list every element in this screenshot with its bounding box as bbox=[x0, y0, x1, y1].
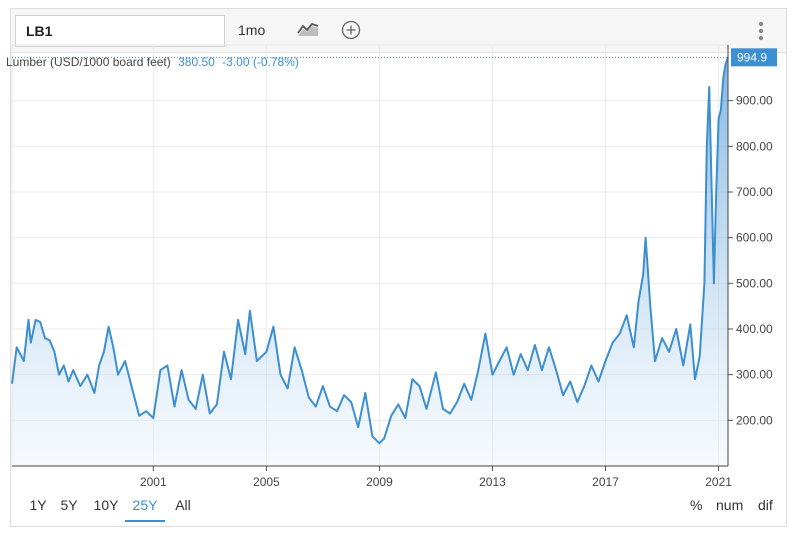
chart-axes bbox=[12, 45, 733, 471]
range-25y-button[interactable]: 25Y bbox=[125, 492, 165, 522]
vertical-dots-icon[interactable] bbox=[755, 20, 767, 42]
last-price-value: 994.9 bbox=[737, 50, 767, 64]
y-tick-label: 400.00 bbox=[736, 322, 773, 336]
x-axis-labels: 2001 2005 2009 2013 2017 2021 bbox=[140, 475, 732, 489]
y-axis-labels: 200.00 300.00 400.00 500.00 600.00 700.00 800.… bbox=[736, 94, 773, 428]
y-tick-label: 300.00 bbox=[736, 368, 773, 382]
x-tick-label: 2001 bbox=[140, 475, 167, 489]
y-tick-label: 700.00 bbox=[736, 185, 773, 199]
chart-toolbar: 1mo bbox=[11, 9, 786, 53]
y-tick-label: 900.00 bbox=[736, 94, 773, 108]
mode-dif-button[interactable]: dif bbox=[758, 497, 773, 513]
x-tick-label: 2013 bbox=[479, 475, 506, 489]
range-10y-button[interactable]: 10Y bbox=[93, 497, 119, 513]
x-tick-label: 2021 bbox=[705, 475, 732, 489]
y-tick-label: 800.00 bbox=[736, 139, 773, 153]
x-tick-label: 2009 bbox=[366, 475, 393, 489]
price-area bbox=[12, 57, 728, 467]
y-tick-label: 600.00 bbox=[736, 231, 773, 245]
mode-num-button[interactable]: num bbox=[716, 497, 744, 513]
price-line bbox=[11, 56, 729, 445]
instrument-name: Lumber (USD/1000 board feet) bbox=[6, 55, 171, 69]
quote-price: 380.50 bbox=[178, 55, 215, 69]
x-tick-label: 2017 bbox=[592, 475, 619, 489]
range-5y-button[interactable]: 5Y bbox=[60, 497, 78, 513]
quote-header: Lumber (USD/1000 board feet) 380.50 -3.0… bbox=[6, 55, 299, 69]
mode-percent-button[interactable]: % bbox=[690, 497, 703, 513]
x-tick-label: 2005 bbox=[253, 475, 280, 489]
y-tick-label: 500.00 bbox=[736, 276, 773, 290]
add-circle-icon[interactable] bbox=[341, 20, 361, 40]
symbol-search-box[interactable] bbox=[15, 15, 225, 47]
symbol-input[interactable] bbox=[16, 16, 224, 46]
interval-selector[interactable]: 1mo bbox=[238, 22, 266, 38]
last-price-badge-bg bbox=[731, 48, 777, 67]
range-1y-button[interactable]: 1Y bbox=[29, 497, 47, 513]
y-tick-label: 200.00 bbox=[736, 413, 773, 427]
quote-change: -3.00 (-0.78%) bbox=[222, 55, 299, 69]
last-price-badge: 994.9 bbox=[731, 48, 777, 67]
range-all-button[interactable]: All bbox=[175, 497, 191, 513]
mountain-chart-icon[interactable] bbox=[297, 21, 319, 39]
